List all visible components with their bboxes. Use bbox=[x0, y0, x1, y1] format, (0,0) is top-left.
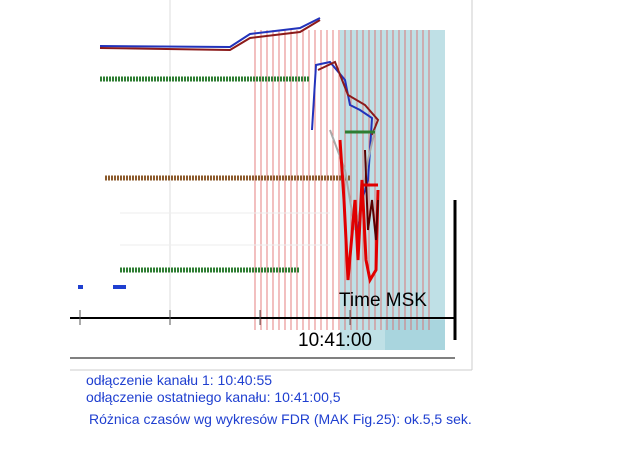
trace bbox=[99, 19, 321, 52]
tick-label: 10:41:00 bbox=[298, 330, 372, 351]
marker bbox=[78, 285, 83, 289]
caption: odłączenie kanału 1: 10:40:55 bbox=[86, 372, 272, 388]
trace bbox=[317, 60, 380, 136]
highlight-area bbox=[385, 320, 445, 350]
plot: Time MSK 10:41:00 bbox=[70, 0, 473, 371]
highlight-area bbox=[340, 30, 445, 350]
marker bbox=[113, 285, 126, 289]
trace bbox=[364, 149, 379, 241]
trace bbox=[338, 139, 380, 285]
caption: odłączenie ostatniego kanału: 10:41:00,5 bbox=[86, 389, 341, 405]
caption: Różnica czasów wg wykresów FDR (MAK Fig.… bbox=[89, 411, 472, 427]
trace bbox=[99, 17, 321, 49]
axis-label: Time MSK bbox=[339, 290, 427, 311]
